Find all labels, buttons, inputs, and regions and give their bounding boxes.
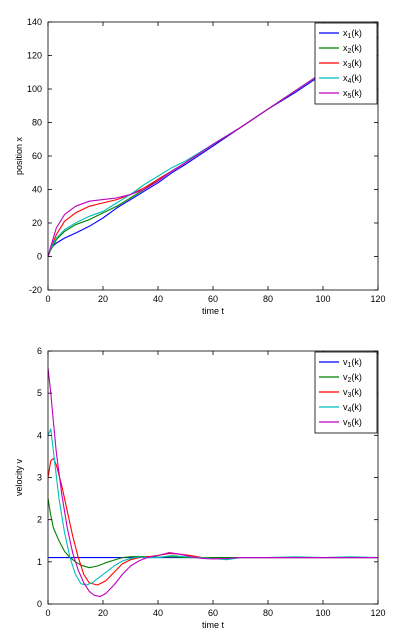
y-tick-label: 40 xyxy=(32,185,42,195)
series-group xyxy=(48,36,378,257)
legend-subscript: 1 xyxy=(348,33,352,40)
x-tick-label: 80 xyxy=(263,294,273,304)
legend-suffix: (k) xyxy=(351,43,362,53)
legend-suffix: (k) xyxy=(351,372,362,382)
legend-suffix: (k) xyxy=(351,402,362,412)
legend: v1(k)v2(k)v3(k)v4(k)v5(k) xyxy=(314,351,378,434)
y-tick-label: 120 xyxy=(27,51,42,61)
legend-main: v xyxy=(343,417,348,427)
y-tick-label: 100 xyxy=(27,84,42,94)
legend-subscript: 4 xyxy=(348,407,352,414)
legend-entry-3: v3(k) xyxy=(343,387,362,399)
legend-subscript: 1 xyxy=(348,362,352,369)
x-tick-label: 40 xyxy=(153,294,163,304)
legend-suffix: (k) xyxy=(351,417,362,427)
legend-entry-4: x4(k) xyxy=(343,73,362,85)
legend-suffix: (k) xyxy=(351,73,362,83)
legend-subscript: 2 xyxy=(348,48,352,55)
x-tick-label: 100 xyxy=(315,294,330,304)
y-tick-label: 3 xyxy=(37,473,42,483)
x-tick-label: 120 xyxy=(370,294,385,304)
legend-subscript: 5 xyxy=(348,422,352,429)
legend-suffix: (k) xyxy=(351,28,362,38)
y-tick-label: 5 xyxy=(37,388,42,398)
series-group xyxy=(48,367,378,597)
y-tick-label: 80 xyxy=(32,118,42,128)
series-line-5 xyxy=(48,36,378,257)
legend-suffix: (k) xyxy=(351,58,362,68)
x-tick-label: 60 xyxy=(208,608,218,618)
legend: x1(k)x2(k)x3(k)x4(k)x5(k) xyxy=(314,22,378,105)
x-tick-label: 0 xyxy=(45,294,50,304)
y-axis-label: velocity v xyxy=(14,458,24,496)
legend-main: v xyxy=(343,357,348,367)
x-axis-label: time t xyxy=(202,620,225,630)
legend-subscript: 3 xyxy=(348,63,352,70)
y-tick-label: 60 xyxy=(32,151,42,161)
legend-subscript: 3 xyxy=(348,392,352,399)
x-tick-label: 60 xyxy=(208,294,218,304)
x-tick-label: 20 xyxy=(98,608,108,618)
y-tick-label: 6 xyxy=(37,346,42,356)
legend-main: v xyxy=(343,387,348,397)
x-tick-label: 80 xyxy=(263,608,273,618)
legend-suffix: (k) xyxy=(351,357,362,367)
series-line-1 xyxy=(48,36,378,257)
y-tick-label: 1 xyxy=(37,557,42,567)
legend-entry-3: x3(k) xyxy=(343,58,362,70)
legend-subscript: 4 xyxy=(348,78,352,85)
y-tick-label: 140 xyxy=(27,17,42,27)
x-tick-label: 0 xyxy=(45,608,50,618)
legend-entry-2: v2(k) xyxy=(343,372,362,384)
y-axis-label: position x xyxy=(14,136,24,175)
legend-main: x xyxy=(343,73,348,83)
legend-subscript: 5 xyxy=(348,93,352,100)
legend-main: v xyxy=(343,402,348,412)
series-line-5 xyxy=(48,367,378,597)
legend-main: x xyxy=(343,28,348,38)
y-tick-label: 0 xyxy=(37,252,42,262)
x-tick-label: 40 xyxy=(153,608,163,618)
legend-main: x xyxy=(343,88,348,98)
legend-entry-5: x5(k) xyxy=(343,88,362,100)
chart-1: 0 20 40 60 80 100 120-20020406080100120140time… xyxy=(14,17,386,316)
x-tick-label: 20 xyxy=(98,294,108,304)
x-tick-label: 100 xyxy=(315,608,330,618)
legend-entry-4: v4(k) xyxy=(343,402,362,414)
legend-main: x xyxy=(343,58,348,68)
x-tick-label: 120 xyxy=(370,608,385,618)
y-tick-label: 20 xyxy=(32,218,42,228)
legend-entry-1: v1(k) xyxy=(343,357,362,369)
y-tick-label: 2 xyxy=(37,515,42,525)
legend-suffix: (k) xyxy=(351,88,362,98)
legend-suffix: (k) xyxy=(351,387,362,397)
legend-main: v xyxy=(343,372,348,382)
y-tick-label: 4 xyxy=(37,430,42,440)
y-tick-label: 0 xyxy=(37,599,42,609)
y-tick-label: -20 xyxy=(29,285,42,295)
legend-subscript: 2 xyxy=(348,377,352,384)
x-axis-label: time t xyxy=(202,306,225,316)
legend-entry-1: x1(k) xyxy=(343,28,362,40)
legend-main: x xyxy=(343,43,348,53)
legend-entry-2: x2(k) xyxy=(343,43,362,55)
legend-entry-5: v5(k) xyxy=(343,417,362,429)
